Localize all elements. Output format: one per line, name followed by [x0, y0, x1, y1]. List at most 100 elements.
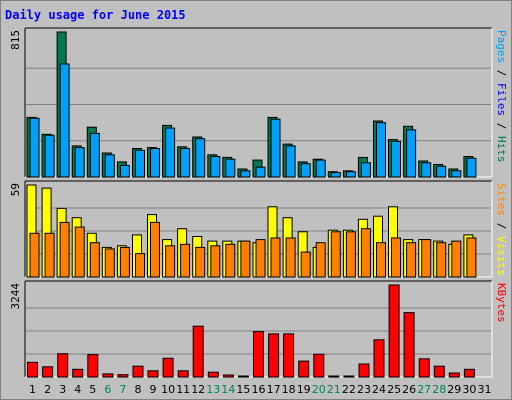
x-tick-label-day-28: 28	[432, 383, 446, 396]
bar-kbytes-kbytes-day-15	[237, 375, 249, 378]
bar-hits-files-files-day-7	[119, 164, 130, 178]
bar-hits-files-files-day-2	[44, 134, 55, 178]
bar-visits-sites-sites-day-2	[44, 232, 55, 278]
x-tick-label-day-12: 12	[191, 383, 205, 396]
bar-hits-files-files-day-22	[345, 171, 356, 178]
bar-visits-sites-sites-day-14	[225, 243, 236, 278]
bar-visits-sites-sites-day-17	[270, 237, 281, 278]
bar-kbytes-kbytes-day-14	[222, 374, 234, 378]
kbytes-legend: KBytes	[495, 283, 508, 323]
bar-visits-sites-sites-day-21	[330, 231, 341, 278]
bar-visits-sites-sites-day-28	[436, 242, 447, 278]
visits-sites-legend-part: Sites	[495, 183, 508, 216]
bar-kbytes-kbytes-day-1	[27, 361, 38, 378]
bar-hits-files-files-day-26	[406, 129, 417, 178]
bar-hits-files-files-day-1	[29, 117, 40, 178]
bar-hits-files-files-day-17	[270, 118, 281, 178]
hits-files-legend-part: /	[495, 116, 508, 136]
bar-kbytes-kbytes-day-29	[448, 372, 460, 378]
chart-title: Daily usage for June 2015	[5, 8, 186, 22]
bar-hits-files-files-day-30	[466, 157, 477, 178]
bar-hits-files-files-day-29	[451, 170, 462, 178]
x-tick-label-day-1: 1	[29, 383, 36, 396]
x-tick-label-day-27: 27	[417, 383, 431, 396]
x-tick-label-day-24: 24	[372, 383, 386, 396]
x-tick-label-day-26: 26	[402, 383, 416, 396]
bar-kbytes-kbytes-day-10	[162, 357, 174, 378]
visits-sites-legend-part: Visits	[495, 236, 508, 276]
visits-sites-legend-part: /	[495, 216, 508, 236]
bar-hits-files-files-day-25	[391, 140, 401, 178]
x-tick-label-day-31: 31	[478, 383, 492, 396]
bar-kbytes-kbytes-day-16	[253, 331, 264, 378]
x-tick-label-day-22: 22	[342, 383, 356, 396]
bar-kbytes-kbytes-day-9	[147, 370, 159, 378]
hits-files-legend: Pages / Files / Hits	[495, 30, 508, 163]
bar-hits-files-files-day-19	[300, 163, 311, 178]
x-tick-label-day-13: 13	[206, 383, 220, 396]
bar-hits-files-files-day-5	[89, 132, 100, 178]
bar-hits-files-files-day-12	[195, 138, 206, 178]
bar-hits-files-files-day-3	[59, 63, 70, 178]
x-tick-label-day-7: 7	[119, 383, 126, 396]
bar-visits-sites-sites-day-1	[29, 232, 40, 278]
bar-kbytes-kbytes-day-22	[343, 375, 355, 378]
bar-visits-sites-sites-day-12	[195, 246, 206, 278]
bar-hits-files-files-day-10	[165, 127, 176, 178]
bar-visits-sites-sites-day-22	[345, 231, 356, 278]
x-tick-label-day-21: 21	[327, 383, 341, 396]
kbytes-ymax-label: 3244	[9, 283, 22, 310]
x-tick-label-day-11: 11	[176, 383, 190, 396]
bar-kbytes-kbytes-day-27	[418, 358, 430, 378]
bar-hits-files-files-day-16	[255, 166, 266, 178]
bar-visits-sites-sites-day-29	[451, 240, 462, 278]
x-tick-label-day-30: 30	[462, 383, 476, 396]
bar-visits-sites-sites-day-9	[150, 221, 160, 278]
bar-kbytes-kbytes-day-12	[192, 325, 204, 378]
bar-kbytes-kbytes-day-18	[283, 333, 295, 378]
bar-kbytes-kbytes-day-8	[132, 365, 144, 378]
hits-files-legend-part: /	[495, 63, 508, 83]
bar-visits-sites-sites-day-6	[104, 248, 115, 278]
bar-hits-files-files-day-8	[135, 149, 145, 178]
bar-kbytes-kbytes-day-7	[117, 374, 129, 378]
x-tick-label-day-8: 8	[135, 383, 142, 396]
bar-hits-files-files-day-11	[180, 148, 191, 178]
bar-visits-sites-sites-day-16	[255, 239, 266, 278]
bar-visits-sites-sites-day-30	[466, 237, 477, 278]
x-tick-label-day-10: 10	[161, 383, 175, 396]
bar-hits-files-files-day-27	[421, 162, 432, 178]
bar-visits-sites-sites-day-5	[89, 242, 100, 278]
bar-hits-files-files-day-14	[225, 158, 236, 178]
visits-sites-ymax-label: 59	[9, 183, 22, 196]
bar-kbytes-kbytes-day-13	[207, 371, 219, 378]
x-tick-label-day-4: 4	[74, 383, 81, 396]
x-tick-label-day-6: 6	[104, 383, 111, 396]
bar-visits-sites-sites-day-19	[300, 251, 311, 278]
x-tick-label-day-5: 5	[89, 383, 96, 396]
hits-files-legend-part: Hits	[495, 136, 508, 163]
bar-kbytes-kbytes-day-17	[268, 333, 280, 378]
x-tick-label-day-3: 3	[59, 383, 66, 396]
bar-hits-files-files-day-23	[360, 162, 371, 178]
bar-kbytes-kbytes-day-19	[298, 360, 310, 378]
x-tick-label-day-2: 2	[44, 383, 51, 396]
bar-hits-files-files-day-20	[315, 159, 326, 178]
x-tick-label-day-17: 17	[267, 383, 281, 396]
bar-visits-sites-sites-day-27	[421, 239, 432, 278]
x-tick-label-day-23: 23	[357, 383, 371, 396]
x-tick-label-day-14: 14	[221, 383, 235, 396]
bar-kbytes-kbytes-day-3	[57, 353, 69, 378]
bar-kbytes-kbytes-day-21	[328, 375, 340, 378]
bar-visits-sites-sites-day-25	[391, 237, 401, 278]
bar-kbytes-kbytes-day-20	[313, 353, 325, 378]
bar-visits-sites-sites-day-4	[74, 226, 85, 278]
bar-visits-sites-sites-day-20	[315, 242, 326, 278]
visits-sites-legend: Sites / Visits	[495, 183, 508, 276]
kbytes-legend-part: KBytes	[495, 283, 508, 323]
bar-kbytes-kbytes-day-2	[42, 366, 54, 378]
bar-hits-files-files-day-28	[436, 165, 447, 178]
x-tick-label-day-15: 15	[236, 383, 250, 396]
